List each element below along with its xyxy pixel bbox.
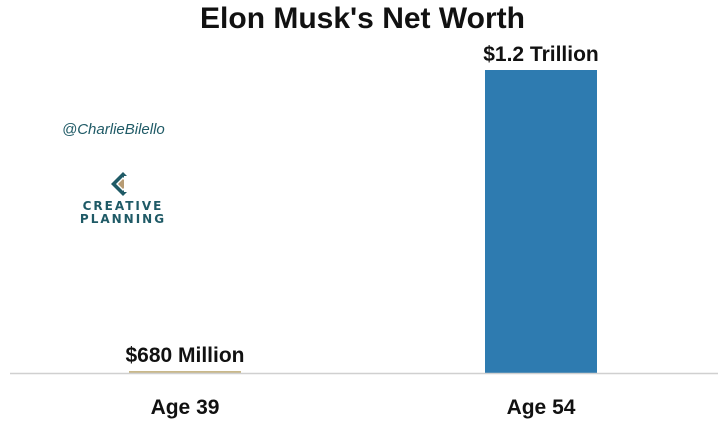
twitter-handle: @CharlieBilello <box>62 121 165 138</box>
bar-1 <box>129 371 241 373</box>
creative-planning-logo-icon <box>111 172 135 196</box>
bar-2 <box>485 70 597 373</box>
x-tick-label-2: Age 54 <box>507 396 576 419</box>
logo-line-2: PLANNING <box>79 212 167 226</box>
logo-line-1: CREATIVE <box>82 199 164 213</box>
creative-planning-logo: CREATIVE PLANNING <box>78 172 168 226</box>
x-tick-label-1: Age 39 <box>151 396 220 419</box>
data-label-1: $680 Million <box>125 344 244 367</box>
data-label-2: $1.2 Trillion <box>483 43 599 66</box>
chart-title: Elon Musk's Net Worth <box>200 2 525 35</box>
